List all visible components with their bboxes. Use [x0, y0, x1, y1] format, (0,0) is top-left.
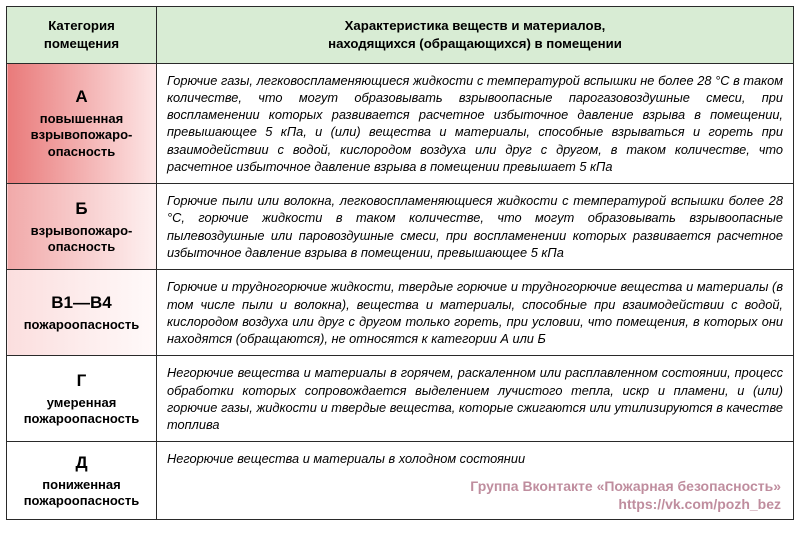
- header-desc-line2: находящихся (обращающихся) в помещении: [328, 36, 622, 51]
- table-row: В1—В4 пожароопасность Горючие и трудногорю…: [7, 270, 794, 356]
- categories-table: Категория помещения Характеристика вещес…: [6, 6, 794, 520]
- category-letter: Г: [11, 371, 152, 391]
- description-cell: Горючие и трудногорючие жидкости, тверды…: [157, 270, 794, 356]
- watermark: Группа Вконтакте «Пожарная безопасность»…: [470, 477, 781, 513]
- category-letter: Д: [11, 453, 152, 473]
- table-row: Бвзрывопожаро-опасностьГорючие пыли или …: [7, 184, 794, 270]
- category-label: умеренная пожароопасность: [11, 395, 152, 428]
- table-row: Дпониженная пожароопасностьНегорючие вещ…: [7, 442, 794, 520]
- category-letter: Б: [11, 199, 152, 219]
- category-cell: В1—В4 пожароопасность: [7, 270, 157, 356]
- table-header-row: Категория помещения Характеристика вещес…: [7, 7, 794, 64]
- table-row: Гумеренная пожароопасностьНегорючие веще…: [7, 356, 794, 442]
- header-description: Характеристика веществ и материалов, нах…: [157, 7, 794, 64]
- category-label: пожароопасность: [11, 317, 152, 333]
- category-letter: А: [11, 87, 152, 107]
- category-cell: Гумеренная пожароопасность: [7, 356, 157, 442]
- watermark-line1: Группа Вконтакте «Пожарная безопасность»: [470, 477, 781, 495]
- category-label: повышенная взрывопожаро-опасность: [11, 111, 152, 160]
- header-desc-line1: Характеристика веществ и материалов,: [345, 18, 606, 33]
- table-row: Аповышенная взрывопожаро-опасностьГорючи…: [7, 63, 794, 184]
- category-cell: Бвзрывопожаро-опасность: [7, 184, 157, 270]
- description-cell: Горючие газы, легковоспламеняющиеся жидк…: [157, 63, 794, 184]
- description-cell: Негорючие вещества и материалы в холодно…: [157, 442, 794, 520]
- watermark-line2: https://vk.com/pozh_bez: [470, 495, 781, 513]
- category-letter: В1—В4: [11, 293, 152, 313]
- category-cell: Дпониженная пожароопасность: [7, 442, 157, 520]
- description-cell: Негорючие вещества и материалы в горячем…: [157, 356, 794, 442]
- category-label: пониженная пожароопасность: [11, 477, 152, 510]
- description-cell: Горючие пыли или волокна, легковоспламен…: [157, 184, 794, 270]
- header-category: Категория помещения: [7, 7, 157, 64]
- category-label: взрывопожаро-опасность: [11, 223, 152, 256]
- category-cell: Аповышенная взрывопожаро-опасность: [7, 63, 157, 184]
